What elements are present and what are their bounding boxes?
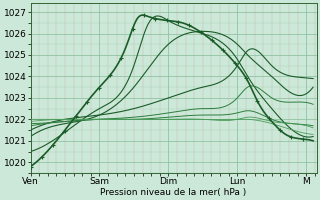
X-axis label: Pression niveau de la mer( hPa ): Pression niveau de la mer( hPa ) [100,188,247,197]
